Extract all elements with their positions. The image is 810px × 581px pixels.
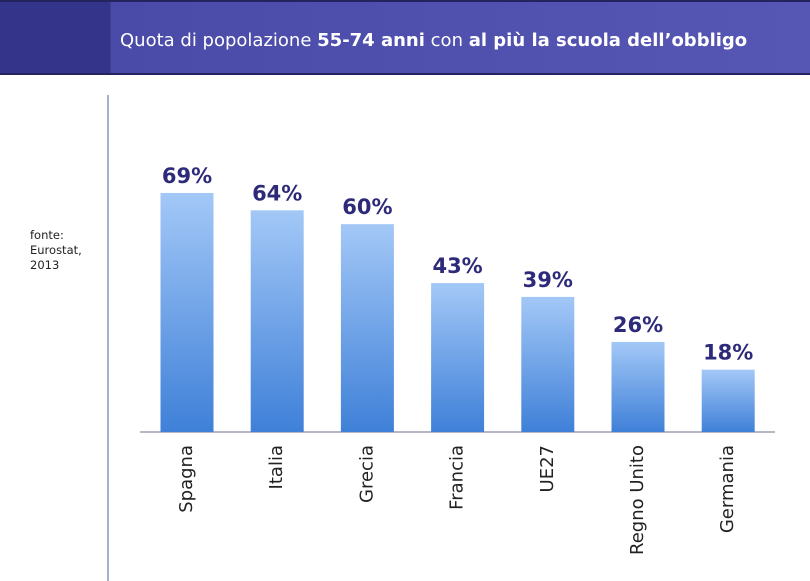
value-label: 69% <box>162 164 212 188</box>
title-part: con <box>430 30 463 51</box>
bar <box>160 192 214 432</box>
header-banner: Quota di popolazione 55-74 anni con al p… <box>0 0 810 75</box>
value-label: 26% <box>613 313 663 337</box>
title-part: Quota di popolazione <box>120 30 312 51</box>
bar <box>431 283 485 432</box>
value-label: 18% <box>703 341 753 365</box>
title-part: 55-74 anni <box>317 30 425 51</box>
x-tick-label: Francia <box>447 445 468 510</box>
source-note: fonte: Eurostat, 2013 <box>30 228 82 272</box>
value-label: 64% <box>252 181 302 205</box>
value-label: 60% <box>342 195 392 219</box>
bar <box>521 296 575 432</box>
x-tick-label: Germania <box>717 445 738 533</box>
x-tick-label: Italia <box>266 445 287 489</box>
bar <box>250 210 304 432</box>
title-part: al più la scuola dell’obbligo <box>468 30 748 51</box>
x-tick-label: UE27 <box>537 445 558 492</box>
bar <box>611 341 665 432</box>
x-tick-label: Spagna <box>176 445 197 513</box>
value-label: 39% <box>523 268 573 292</box>
bar <box>701 369 755 432</box>
x-tick-label: Grecia <box>356 445 377 503</box>
bar <box>340 224 394 432</box>
chart-title: Quota di popolazione 55-74 anni con al p… <box>120 30 747 51</box>
x-tick-label: Regno Unito <box>627 445 648 555</box>
value-label: 43% <box>432 254 482 278</box>
